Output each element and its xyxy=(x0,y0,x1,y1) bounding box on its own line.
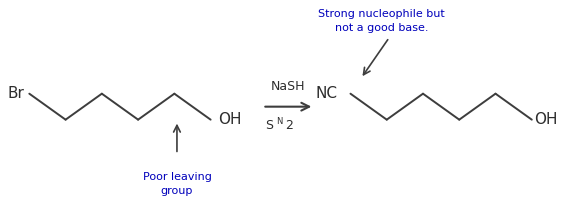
Text: Strong nucleophile but
not a good base.: Strong nucleophile but not a good base. xyxy=(318,9,445,33)
Text: Br: Br xyxy=(7,86,24,101)
Text: S: S xyxy=(265,119,273,132)
Text: NaSH: NaSH xyxy=(271,80,306,93)
Text: NC: NC xyxy=(316,86,338,101)
Text: N: N xyxy=(276,117,283,127)
Text: 2: 2 xyxy=(285,119,293,132)
Text: OH: OH xyxy=(535,112,558,127)
Text: Poor leaving
group: Poor leaving group xyxy=(142,172,211,196)
Text: OH: OH xyxy=(218,112,242,127)
